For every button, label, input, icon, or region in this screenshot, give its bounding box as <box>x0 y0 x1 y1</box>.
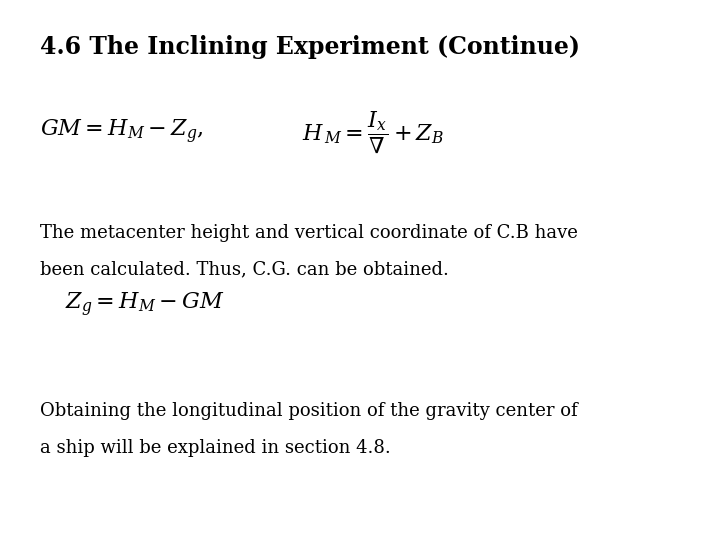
Text: The metacenter height and vertical coordinate of C.B have: The metacenter height and vertical coord… <box>40 224 577 242</box>
Text: a ship will be explained in section 4.8.: a ship will be explained in section 4.8. <box>40 439 390 457</box>
Text: been calculated. Thus, C.G. can be obtained.: been calculated. Thus, C.G. can be obtai… <box>40 261 449 279</box>
Text: 4.6 The Inclining Experiment (Continue): 4.6 The Inclining Experiment (Continue) <box>40 35 580 59</box>
Text: $Z_g = H_M - GM$: $Z_g = H_M - GM$ <box>65 291 225 319</box>
Text: $GM = H_M - Z_g,$: $GM = H_M - Z_g,$ <box>40 118 203 146</box>
Text: Obtaining the longitudinal position of the gravity center of: Obtaining the longitudinal position of t… <box>40 402 577 420</box>
Text: $H_{\,M} = \dfrac{I_x}{\nabla} + Z_B$: $H_{\,M} = \dfrac{I_x}{\nabla} + Z_B$ <box>302 110 444 155</box>
